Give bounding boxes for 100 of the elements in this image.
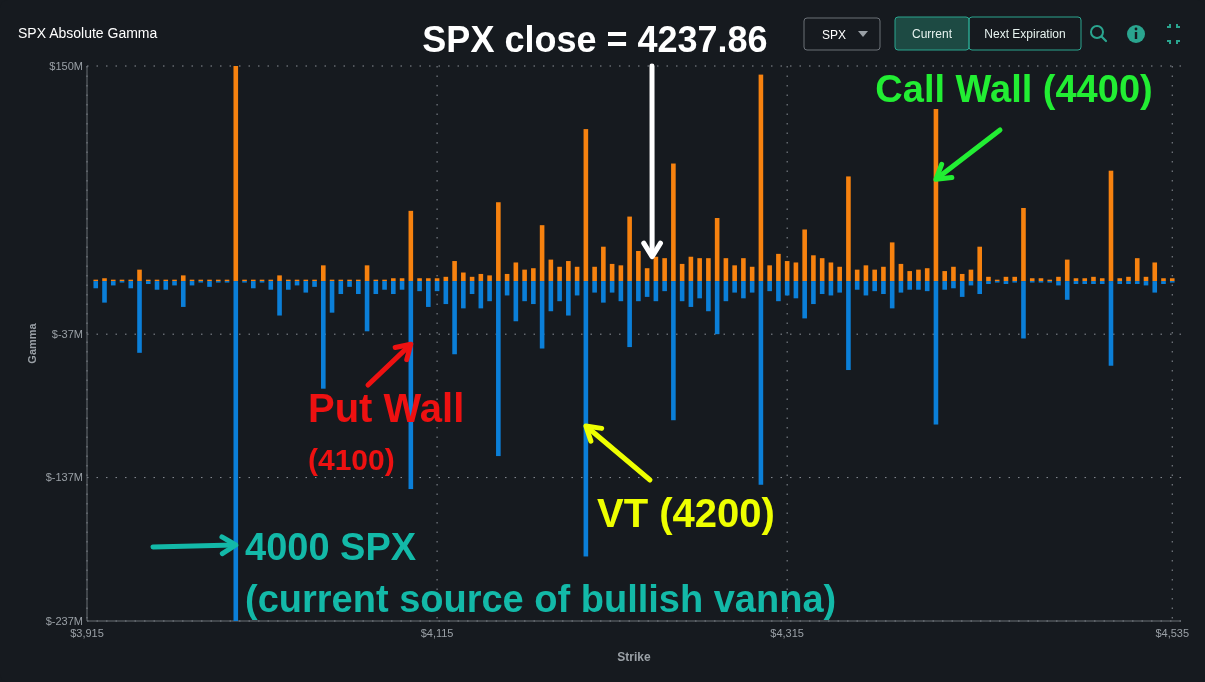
annotation: (current source of bullish vanna) bbox=[245, 578, 837, 620]
bar bbox=[557, 266, 562, 282]
bar bbox=[872, 281, 877, 292]
bar bbox=[312, 281, 317, 287]
text: SPX bbox=[822, 28, 847, 42]
bar bbox=[531, 268, 536, 282]
bar bbox=[399, 278, 405, 282]
bar bbox=[601, 246, 606, 282]
y-axis-title: Gamma bbox=[26, 322, 38, 364]
bar bbox=[356, 281, 361, 295]
bar bbox=[916, 281, 921, 290]
annotation: 4000 SPX bbox=[245, 526, 417, 568]
bar bbox=[172, 281, 177, 286]
bar bbox=[1064, 281, 1070, 300]
y-tick-label: $-37M bbox=[51, 328, 83, 341]
bar bbox=[741, 258, 746, 282]
y-tick-label: $150M bbox=[49, 59, 83, 72]
bar bbox=[277, 275, 282, 282]
bar bbox=[601, 281, 606, 303]
bar bbox=[749, 281, 755, 293]
text: Current bbox=[911, 27, 953, 41]
bar bbox=[399, 281, 405, 290]
bar bbox=[942, 271, 947, 282]
bar bbox=[1126, 281, 1131, 284]
y-tick-label: $-137M bbox=[45, 471, 83, 484]
bar bbox=[907, 281, 912, 290]
bar bbox=[102, 278, 107, 282]
bar bbox=[767, 265, 772, 282]
bar bbox=[566, 281, 571, 316]
bar bbox=[854, 281, 860, 290]
bar bbox=[487, 275, 492, 282]
bar bbox=[566, 261, 571, 282]
bar bbox=[636, 251, 641, 282]
bar bbox=[627, 281, 632, 348]
bar bbox=[706, 258, 711, 282]
bar bbox=[1056, 276, 1061, 282]
bar bbox=[163, 281, 169, 290]
bar bbox=[233, 66, 239, 282]
bar bbox=[959, 281, 965, 297]
y-tick-label: $-237M bbox=[45, 614, 83, 627]
bar bbox=[1056, 281, 1061, 286]
bar bbox=[1021, 281, 1026, 339]
bar bbox=[154, 281, 160, 290]
bar bbox=[846, 176, 851, 282]
x-tick-label: $4,535 bbox=[1155, 627, 1190, 639]
bar bbox=[1091, 281, 1096, 284]
bar bbox=[102, 281, 107, 303]
x-tick-label: $3,915 bbox=[70, 627, 104, 639]
bar bbox=[522, 269, 527, 282]
bar bbox=[531, 281, 536, 305]
x-axis-title: Strike bbox=[617, 650, 651, 664]
annotation: (4100) bbox=[308, 443, 395, 476]
bar bbox=[1134, 281, 1140, 284]
annotation: Call Wall (4400) bbox=[875, 68, 1153, 110]
bar bbox=[496, 202, 501, 282]
bar bbox=[662, 281, 667, 292]
bar bbox=[951, 266, 956, 282]
bar bbox=[180, 275, 186, 282]
bar bbox=[347, 281, 352, 287]
bar bbox=[592, 281, 597, 293]
bar bbox=[881, 281, 886, 295]
bar bbox=[110, 281, 116, 286]
bar bbox=[706, 281, 711, 312]
bar bbox=[959, 273, 965, 282]
bar bbox=[321, 281, 326, 389]
bar bbox=[732, 281, 737, 293]
bar bbox=[303, 281, 309, 293]
bar bbox=[627, 216, 632, 282]
bar bbox=[811, 255, 816, 282]
bar bbox=[496, 281, 501, 457]
bar bbox=[137, 269, 142, 282]
bar bbox=[128, 281, 134, 289]
bar bbox=[732, 265, 737, 282]
bar bbox=[697, 258, 702, 282]
bar bbox=[250, 281, 256, 289]
x-tick-label: $4,115 bbox=[420, 627, 454, 639]
bar bbox=[137, 281, 142, 353]
bar bbox=[802, 281, 807, 319]
bar bbox=[951, 281, 956, 289]
bar bbox=[671, 281, 676, 421]
bar bbox=[609, 281, 615, 293]
bar bbox=[942, 281, 947, 290]
bar bbox=[207, 281, 212, 287]
bar bbox=[268, 281, 274, 290]
annotation: SPX close = 4237.86 bbox=[422, 19, 768, 60]
bar bbox=[426, 278, 431, 282]
chart-title: SPX Absolute Gamma bbox=[18, 25, 158, 41]
bar bbox=[93, 281, 99, 289]
bar bbox=[1091, 276, 1096, 282]
bar bbox=[776, 281, 781, 302]
bar bbox=[434, 278, 440, 282]
bar bbox=[1064, 259, 1070, 282]
bar bbox=[286, 281, 291, 290]
bar bbox=[452, 261, 457, 282]
bar bbox=[180, 281, 186, 307]
bar bbox=[916, 269, 921, 282]
bar bbox=[837, 266, 842, 282]
bar bbox=[907, 271, 912, 282]
bar bbox=[837, 281, 842, 293]
bar bbox=[461, 272, 466, 282]
